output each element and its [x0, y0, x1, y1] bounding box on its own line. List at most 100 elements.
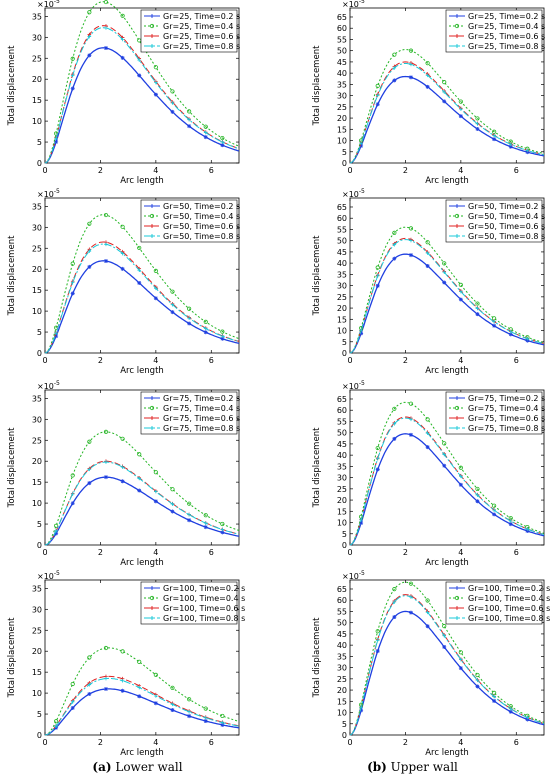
series-marker-4 [392, 66, 397, 70]
y-tick-label: 45 [337, 58, 347, 67]
y-tick-label: 10 [32, 499, 42, 508]
x-tick-label: 0 [347, 548, 352, 557]
legend-marker-2 [149, 405, 155, 411]
series-marker-2 [458, 282, 463, 288]
series-marker-2 [492, 503, 497, 508]
y-tick-label: 60 [337, 596, 347, 605]
legend-marker-4 [455, 426, 459, 430]
series-line-1 [44, 476, 240, 546]
y-tick-label: 40 [337, 451, 347, 460]
chart-panel-lower-wall-gr75: 0 5 10 15 20 25 30 35 0 2 4 6 Arc length Total displa… [7, 380, 240, 568]
legend-marker-2 [149, 213, 155, 219]
legend-marker-4 [150, 234, 154, 238]
series-marker-1 [408, 253, 413, 258]
legend-marker-1 [455, 204, 459, 208]
series-marker-4 [154, 286, 158, 291]
series-marker-1 [220, 336, 225, 341]
series-marker-4 [54, 331, 58, 335]
x-tick-label: 2 [403, 738, 408, 747]
legend-marker-4 [455, 616, 459, 620]
series-marker-1 [425, 263, 430, 268]
series-line-3 [349, 594, 545, 736]
series-marker-1 [120, 688, 125, 693]
series-marker-1 [137, 694, 142, 699]
series-marker-4 [409, 62, 413, 67]
x-tick-label: 2 [98, 738, 103, 747]
series-marker-1 [425, 445, 430, 450]
y-tick-label: 30 [32, 223, 42, 232]
y-tick-label: 20 [337, 114, 347, 123]
legend-box [445, 199, 543, 243]
series-marker-2 [153, 65, 158, 70]
series-marker-1 [70, 706, 75, 711]
y-tick-label: 65 [337, 13, 347, 22]
legend-marker-3 [455, 224, 459, 228]
series-marker-4 [359, 518, 363, 522]
legend-marker-2 [454, 213, 460, 219]
series-marker-2 [475, 116, 480, 121]
y-tick-label: 30 [337, 664, 347, 673]
legend-marker-1 [150, 396, 154, 400]
series-marker-4 [525, 715, 530, 720]
series-marker-4 [459, 657, 463, 662]
legend-box [140, 9, 238, 53]
y-tick-label: 35 [32, 12, 42, 21]
series-marker-1 [203, 525, 208, 530]
series-marker-1 [187, 124, 192, 129]
series-marker-2 [408, 401, 414, 406]
series-marker-4 [154, 80, 158, 85]
legend-box [445, 391, 543, 435]
plot-frame [349, 7, 545, 164]
series-marker-4 [137, 685, 142, 690]
series-marker-4 [392, 242, 397, 247]
y-tick-label: 25 [32, 436, 42, 445]
series-line-2 [44, 647, 240, 736]
series-marker-4 [475, 306, 480, 311]
series-marker-4 [70, 73, 75, 78]
series-marker-4 [187, 316, 191, 320]
series-marker-2 [103, 429, 109, 434]
series-marker-1 [103, 687, 108, 692]
legend-entry-2: Gr=75, Time=0.4 s [163, 404, 240, 413]
series-marker-4 [170, 502, 175, 506]
x-tick-label: 2 [98, 356, 103, 365]
series-marker-1 [442, 280, 447, 285]
y-tick-label: 5 [37, 138, 42, 147]
y-axis-label: Total displacement [7, 427, 17, 509]
series-marker-1 [103, 259, 108, 264]
x-tick-label: 4 [153, 166, 158, 175]
series-marker-1 [392, 256, 397, 261]
x-tick-label: 4 [458, 548, 463, 557]
y-tick-label: 40 [337, 259, 347, 268]
series-marker-4 [137, 476, 142, 481]
y-tick-label: 15 [32, 668, 42, 677]
legend-entry-1: Gr=50, Time=0.2 s [468, 202, 545, 211]
y-tick-label: 10 [337, 327, 347, 336]
series-marker-2 [120, 436, 125, 441]
x-tick-label: 0 [42, 548, 47, 557]
series-marker-4 [87, 682, 92, 687]
series-marker-4 [54, 724, 58, 728]
legend-box [140, 581, 238, 625]
series-marker-2 [53, 719, 59, 724]
series-line-2 [349, 226, 545, 354]
y-tick-label: 65 [337, 203, 347, 212]
legend-entry-4: Gr=50, Time=0.8 s [163, 232, 240, 241]
legend-marker-2 [454, 595, 460, 601]
series-marker-1 [475, 312, 480, 317]
series-marker-4 [409, 238, 413, 243]
y-tick-label: 25 [337, 293, 347, 302]
series-marker-2 [203, 513, 208, 518]
series-marker-1 [170, 310, 175, 315]
x-tick-label: 4 [458, 166, 463, 175]
y-tick-label: 5 [37, 710, 42, 719]
series-marker-2 [220, 329, 225, 334]
y-tick-label: 55 [337, 417, 347, 426]
legend-marker-4 [455, 234, 459, 238]
x-tick-label: 4 [153, 356, 158, 365]
series-marker-1 [187, 321, 192, 326]
legend-entry-3: Gr=100, Time=0.6 s [468, 604, 550, 613]
series-marker-4 [409, 595, 413, 599]
